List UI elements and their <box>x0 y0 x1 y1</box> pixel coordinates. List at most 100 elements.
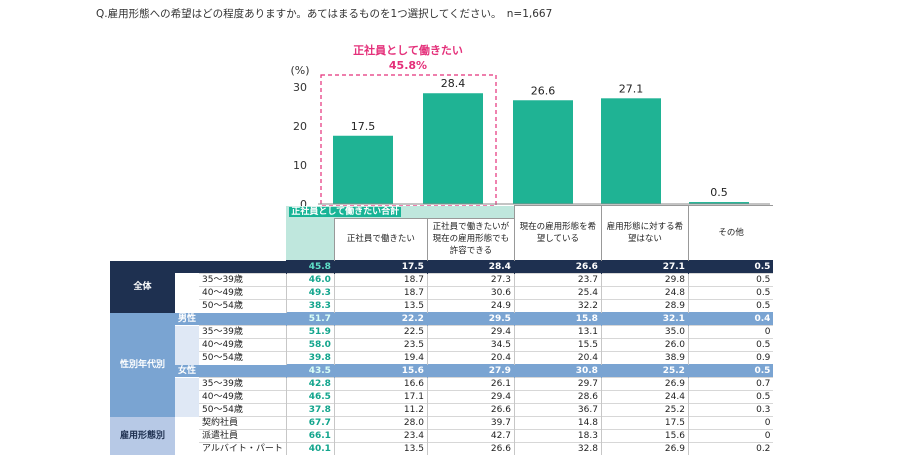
value-cell: 42.7 <box>426 429 515 443</box>
table-row: 50～54歳 38.3 13.5 24.9 32.2 28.9 0.5 <box>110 299 774 313</box>
total-value-cell: 58.0 <box>285 338 335 352</box>
value-cell: 28.0 <box>333 416 428 430</box>
value-cell: 23.7 <box>513 273 602 287</box>
row-label: アルバイト・パート <box>199 442 287 455</box>
value-cell: 26.9 <box>600 442 689 455</box>
y-tick-label: 30 <box>293 81 307 94</box>
value-cell: 39.7 <box>426 416 515 430</box>
value-cell: 13.1 <box>513 325 602 339</box>
value-cell: 32.1 <box>600 312 689 326</box>
table-row: 雇用形態別 契約社員 67.7 28.0 39.7 14.8 17.5 0 <box>110 416 774 455</box>
question-text: Q.雇用形態への希望はどの程度ありますか。あてはまるものを1つ選択してください。… <box>96 8 553 20</box>
value-cell: 15.5 <box>513 338 602 352</box>
value-cell: 28.4 <box>426 260 515 274</box>
value-cell: 26.0 <box>600 338 689 352</box>
value-cell: 0.5 <box>687 273 774 287</box>
bar-value-label: 17.5 <box>351 120 376 133</box>
value-cell: 27.1 <box>600 260 689 274</box>
segment-label: 雇用形態別 <box>110 416 175 455</box>
value-cell: 20.4 <box>426 351 515 365</box>
row-label: 50～54歳 <box>199 299 287 313</box>
value-cell: 29.7 <box>513 377 602 391</box>
bar-chart: (%) 0 10 20 30 正社員として働きたい 45.8% 17.5 28.4 26.6 27.… <box>290 43 770 210</box>
table-row: 35～39歳 51.9 22.5 29.4 13.1 35.0 0 <box>110 325 774 339</box>
value-cell: 29.8 <box>600 273 689 287</box>
value-cell: 13.5 <box>333 442 428 455</box>
highlight-title: 正社員として働きたい <box>353 43 463 57</box>
table-row: アルバイト・パート 40.1 13.5 26.6 32.8 26.9 0.2 <box>110 442 774 455</box>
total-value-cell: 45.8 <box>285 260 335 274</box>
total-value-cell: 46.5 <box>285 390 335 404</box>
value-cell: 25.4 <box>513 286 602 300</box>
value-cell: 24.8 <box>600 286 689 300</box>
value-cell: 14.8 <box>513 416 602 430</box>
value-cell: 18.3 <box>513 429 602 443</box>
value-cell: 26.1 <box>426 377 515 391</box>
gender-label: 男性 <box>175 312 287 326</box>
row-label: 派遣社員 <box>199 429 287 443</box>
value-cell: 32.2 <box>513 299 602 313</box>
total-value-cell: 39.8 <box>285 351 335 365</box>
value-cell: 0 <box>687 429 774 443</box>
value-cell: 29.4 <box>426 325 515 339</box>
value-cell: 0.5 <box>687 390 774 404</box>
column-header: 正社員で働きたい <box>333 217 428 261</box>
table-row: 40～49歳 49.3 18.7 30.6 25.4 24.8 0.5 <box>110 286 774 300</box>
highlight-value: 45.8% <box>389 59 427 72</box>
row-label: 50～54歳 <box>199 403 287 417</box>
y-tick-label: 10 <box>293 159 307 172</box>
value-cell: 24.9 <box>426 299 515 313</box>
value-cell: 38.9 <box>600 351 689 365</box>
bar <box>423 93 483 204</box>
column-header: 現在の雇用形態を希望している <box>513 205 602 261</box>
bar-value-label: 27.1 <box>619 82 644 95</box>
table-row: 全体 45.8 17.5 28.4 26.6 27.1 0.5 <box>110 260 774 313</box>
bar <box>601 98 661 204</box>
bar-value-label: 0.5 <box>710 186 728 199</box>
value-cell: 27.9 <box>426 364 515 378</box>
value-cell: 24.4 <box>600 390 689 404</box>
value-cell: 28.9 <box>600 299 689 313</box>
bar <box>333 135 393 204</box>
total-value-cell: 38.3 <box>285 299 335 313</box>
value-cell: 26.6 <box>426 442 515 455</box>
row-label: 契約社員 <box>199 416 287 430</box>
value-cell: 0.5 <box>687 260 774 274</box>
row-label: 35～39歳 <box>199 325 287 339</box>
table-row: 性別年代別 男性 51.7 22.2 29.5 15.8 32.1 0.4 <box>110 312 774 417</box>
value-cell: 25.2 <box>600 364 689 378</box>
bar <box>689 202 749 204</box>
value-cell: 29.5 <box>426 312 515 326</box>
group-header-label: 正社員として働きたい合計 <box>289 206 402 217</box>
value-cell: 32.8 <box>513 442 602 455</box>
value-cell: 15.6 <box>600 429 689 443</box>
bar-value-label: 28.4 <box>441 77 466 90</box>
table-row: 35～39歳 42.8 16.6 26.1 29.7 26.9 0.7 <box>110 377 774 391</box>
value-cell: 16.6 <box>333 377 428 391</box>
value-cell: 15.6 <box>333 364 428 378</box>
value-cell: 30.6 <box>426 286 515 300</box>
value-cell: 26.6 <box>513 260 602 274</box>
value-cell: 0.7 <box>687 377 774 391</box>
table-row: 50～54歳 37.8 11.2 26.6 36.7 25.2 0.3 <box>110 403 774 417</box>
value-cell: 22.5 <box>333 325 428 339</box>
column-header: 正社員で働きたいが現在の雇用形態でも許容できる <box>426 217 515 261</box>
value-cell: 36.7 <box>513 403 602 417</box>
total-value-cell: 40.1 <box>285 442 335 455</box>
value-cell: 29.4 <box>426 390 515 404</box>
row-label: 40～49歳 <box>199 286 287 300</box>
value-cell: 35.0 <box>600 325 689 339</box>
segment-label: 性別年代別 <box>110 312 175 417</box>
total-value-cell: 49.3 <box>285 286 335 300</box>
value-cell: 20.4 <box>513 351 602 365</box>
value-cell: 22.2 <box>333 312 428 326</box>
gender-label: 女性 <box>175 364 287 378</box>
value-cell: 0.5 <box>687 364 774 378</box>
table-row: 50～54歳 39.8 19.4 20.4 20.4 38.9 0.9 <box>110 351 774 365</box>
value-cell: 26.9 <box>600 377 689 391</box>
total-value-cell: 51.9 <box>285 325 335 339</box>
value-cell: 23.5 <box>333 338 428 352</box>
value-cell: 15.8 <box>513 312 602 326</box>
value-cell: 0.3 <box>687 403 774 417</box>
value-cell: 18.7 <box>333 273 428 287</box>
